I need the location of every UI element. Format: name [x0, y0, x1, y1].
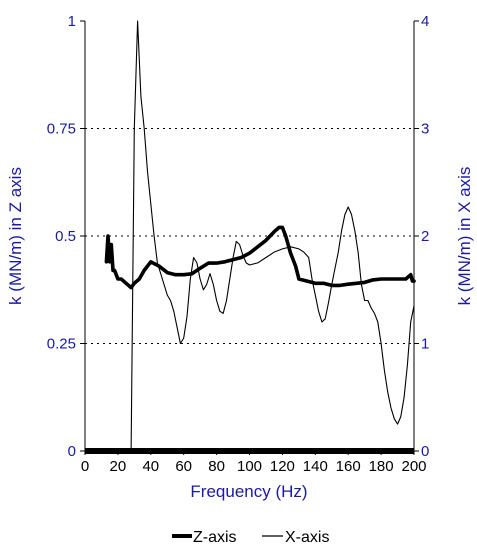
x-tick-label-0: 0 — [81, 458, 89, 475]
left-tick-label-0: 0 — [68, 443, 76, 460]
left-tick-label-3: 0.75 — [47, 121, 76, 138]
left-tick-label-2: 0.5 — [55, 228, 76, 245]
x-tick-label-5: 100 — [237, 458, 262, 475]
left-tick-label-1: 0.25 — [47, 336, 76, 353]
left-axis-label: k (MN/m) in Z axis — [6, 167, 25, 305]
right-tick-label-3: 3 — [421, 121, 429, 138]
x-tick-label-9: 180 — [369, 458, 394, 475]
legend-label-x-axis: X-axis — [285, 529, 329, 546]
right-axis-label: k (MN/m) in X axis — [455, 167, 474, 306]
x-tick-label-1: 20 — [110, 458, 127, 475]
x-tick-label-8: 160 — [336, 458, 361, 475]
left-tick-label-4: 1 — [68, 13, 76, 30]
series-line-x-axis — [104, 20, 415, 452]
x-axis-ticks: 0 20 40 60 80 100 120 140 160 180 200 — [81, 451, 427, 475]
x-tick-label-4: 80 — [208, 458, 225, 475]
x-tick-label-2: 40 — [142, 458, 159, 475]
x-tick-label-3: 60 — [175, 458, 192, 475]
right-tick-label-4: 4 — [421, 13, 429, 30]
legend-label-z-axis: Z-axis — [193, 529, 237, 546]
x-tick-label-6: 120 — [270, 458, 295, 475]
right-tick-label-2: 2 — [421, 228, 429, 245]
right-axis-ticks: 0 1 2 3 4 — [414, 13, 429, 460]
right-tick-label-1: 1 — [421, 336, 429, 353]
grid-lines — [85, 128, 414, 344]
legend: Z-axis X-axis — [172, 529, 329, 546]
right-tick-label-0: 0 — [421, 443, 429, 460]
left-axis-ticks: 0 0.25 0.5 0.75 1 — [47, 13, 85, 460]
x-tick-label-10: 200 — [401, 458, 426, 475]
series-lines — [104, 20, 416, 452]
x-axis-label: Frequency (Hz) — [190, 482, 307, 501]
x-tick-label-7: 140 — [303, 458, 328, 475]
series-line-z-axis — [104, 225, 416, 290]
